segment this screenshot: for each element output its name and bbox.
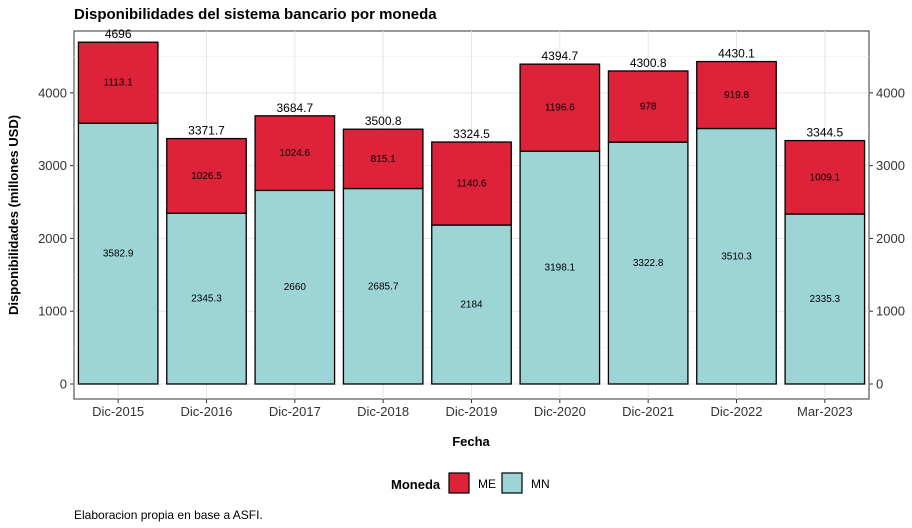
bar-total-label: 3324.5 [453, 127, 490, 141]
bar-label-me: 1196.6 [545, 103, 575, 114]
bar-label-mn: 2184 [460, 300, 483, 311]
y-tick-label-left: 3000 [38, 158, 67, 173]
bar-total-label: 4394.7 [541, 49, 578, 63]
x-axis-title: Fecha [452, 434, 490, 449]
x-tick-label: Dic-2022 [710, 404, 762, 419]
legend-key-mn [501, 472, 523, 494]
y-tick-label-right: 4000 [876, 85, 905, 100]
bar-mn [519, 150, 601, 385]
bar-label-mn: 2660 [284, 282, 307, 293]
bar-me [784, 139, 866, 215]
y-tick-label-left: 4000 [38, 85, 67, 100]
bar-me [519, 63, 601, 152]
legend-key-me [448, 472, 470, 494]
bar-mn [607, 141, 689, 385]
y-tick-label-left: 1000 [38, 304, 67, 319]
x-tick-label: Dic-2015 [92, 404, 144, 419]
x-tick-label: Dic-2019 [445, 404, 497, 419]
bar-mn [431, 224, 512, 385]
y-tick-label-right: 0 [876, 377, 883, 392]
legend: Moneda ME MN [391, 472, 550, 494]
x-tick-label: Dic-2017 [269, 404, 321, 419]
bar-label-mn: 3322.8 [633, 258, 664, 269]
x-tick-label: Dic-2021 [622, 404, 674, 419]
bar-total-label: 4430.1 [718, 47, 755, 61]
x-tick-label: Mar-2023 [797, 404, 853, 419]
y-tick-label-left: 2000 [38, 231, 67, 246]
bar-label-mn: 3510.3 [721, 251, 752, 262]
y-tick-label-right: 2000 [876, 231, 905, 246]
bar-me [607, 70, 689, 143]
bar-total-label: 3371.7 [188, 124, 225, 138]
bar-mn [166, 212, 247, 385]
y-tick-label-left: 0 [60, 377, 67, 392]
caption: Elaboracion propia en base a ASFI. [74, 508, 263, 522]
bar-total-label: 4696 [105, 27, 132, 41]
bar-label-mn: 2335.3 [810, 294, 841, 305]
x-tick-label: Dic-2020 [534, 404, 586, 419]
bar-mn [784, 213, 866, 385]
bars [77, 41, 866, 385]
bar-me [342, 128, 424, 190]
bar-me [696, 60, 777, 130]
bar-mn [254, 189, 336, 385]
bar-me [254, 115, 336, 192]
bar-label-mn: 3198.1 [545, 263, 576, 274]
bar-mn [696, 127, 777, 385]
bar-label-mn: 3582.9 [103, 249, 134, 260]
legend-label-me: ME [478, 477, 496, 491]
x-tick-label: Dic-2018 [357, 404, 409, 419]
y-axis-title: Disponibilidades (millones USD) [6, 115, 21, 315]
bar-me [77, 41, 159, 124]
legend-label-mn: MN [531, 477, 550, 491]
chart-title: Disponibilidades del sistema bancario po… [74, 6, 437, 23]
bar-total-label: 3344.5 [806, 126, 843, 140]
y-axis-right: 0 1000 2000 3000 4000 [869, 85, 905, 392]
bar-labels: 3582.9 1113.1 4696 2345.3 1026.5 3371.7 2660 10… [103, 27, 844, 310]
bar-label-mn: 2345.3 [191, 294, 222, 305]
x-axis: Dic-2015 Dic-2016 Dic-2017 Dic-2018 Dic-2019… [92, 399, 853, 419]
bar-label-me: 1113.1 [104, 78, 134, 89]
bar-mn [77, 122, 159, 385]
bar-label-me: 1140.6 [457, 179, 487, 190]
bar-label-me: 978 [640, 102, 657, 113]
bar-label-mn: 2685.7 [368, 281, 399, 292]
bar-total-label: 3500.8 [365, 114, 402, 128]
y-tick-label-right: 3000 [876, 158, 905, 173]
bar-total-label: 4300.8 [630, 56, 667, 70]
legend-title: Moneda [391, 477, 441, 492]
bar-me [431, 141, 512, 226]
bar-label-me: 815.1 [371, 154, 396, 165]
x-tick-label: Dic-2016 [180, 404, 232, 419]
y-tick-label-right: 1000 [876, 304, 905, 319]
bar-total-label: 3684.7 [276, 101, 313, 115]
bar-label-me: 919.8 [724, 90, 749, 101]
y-axis-left: 0 1000 2000 3000 4000 [38, 85, 74, 392]
bar-label-me: 1009.1 [810, 172, 841, 183]
bar-label-me: 1026.5 [191, 171, 222, 182]
bar-me [166, 137, 247, 214]
bar-label-me: 1024.6 [280, 148, 311, 159]
bar-mn [342, 187, 424, 385]
